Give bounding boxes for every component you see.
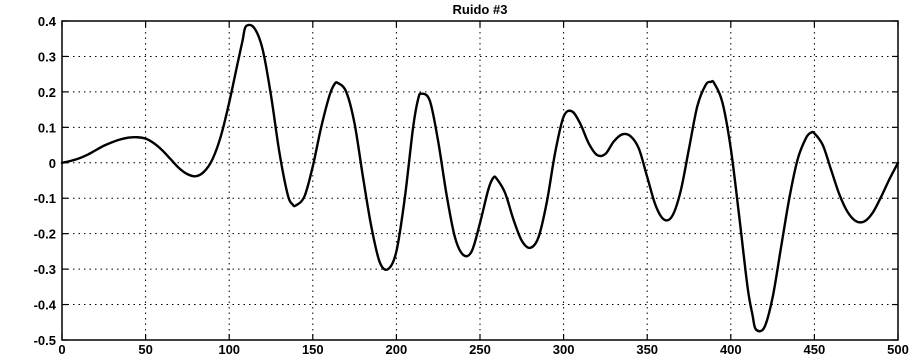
x-tick-labels: 0 50 100 150 200 250 300 350 400 450 500	[58, 342, 908, 357]
x-tick-label: 50	[138, 342, 152, 357]
y-tick-label: -0.4	[34, 298, 57, 313]
y-tick-label: 0.1	[38, 120, 56, 135]
series-line	[60, 23, 900, 333]
x-tick-label: 100	[218, 342, 240, 357]
x-tick-label: 150	[302, 342, 324, 357]
chart-title: Ruido #3	[453, 2, 508, 17]
x-tick-label: 0	[58, 342, 65, 357]
y-tick-label: 0.2	[38, 85, 56, 100]
x-tick-label: 350	[636, 342, 658, 357]
y-tick-label: 0	[49, 156, 56, 171]
x-tick-label: 200	[386, 342, 408, 357]
x-tick-label: 250	[469, 342, 491, 357]
x-tick-label: 450	[804, 342, 826, 357]
y-tick-label: -0.3	[34, 262, 56, 277]
y-tick-label: 0.4	[38, 14, 57, 29]
x-tick-label: 300	[553, 342, 575, 357]
y-tick-label: -0.1	[34, 191, 56, 206]
y-tick-label: 0.3	[38, 49, 56, 64]
x-tick-label: 400	[720, 342, 742, 357]
plot-frame	[61, 20, 899, 341]
x-tick-label: 500	[887, 342, 909, 357]
y-tick-label: -0.2	[34, 227, 56, 242]
y-tick-label: -0.5	[34, 333, 56, 348]
y-tick-labels: 0.4 0.3 0.2 0.1 0 -0.1 -0.2 -0.3 -0.4 -0.5	[34, 14, 57, 348]
